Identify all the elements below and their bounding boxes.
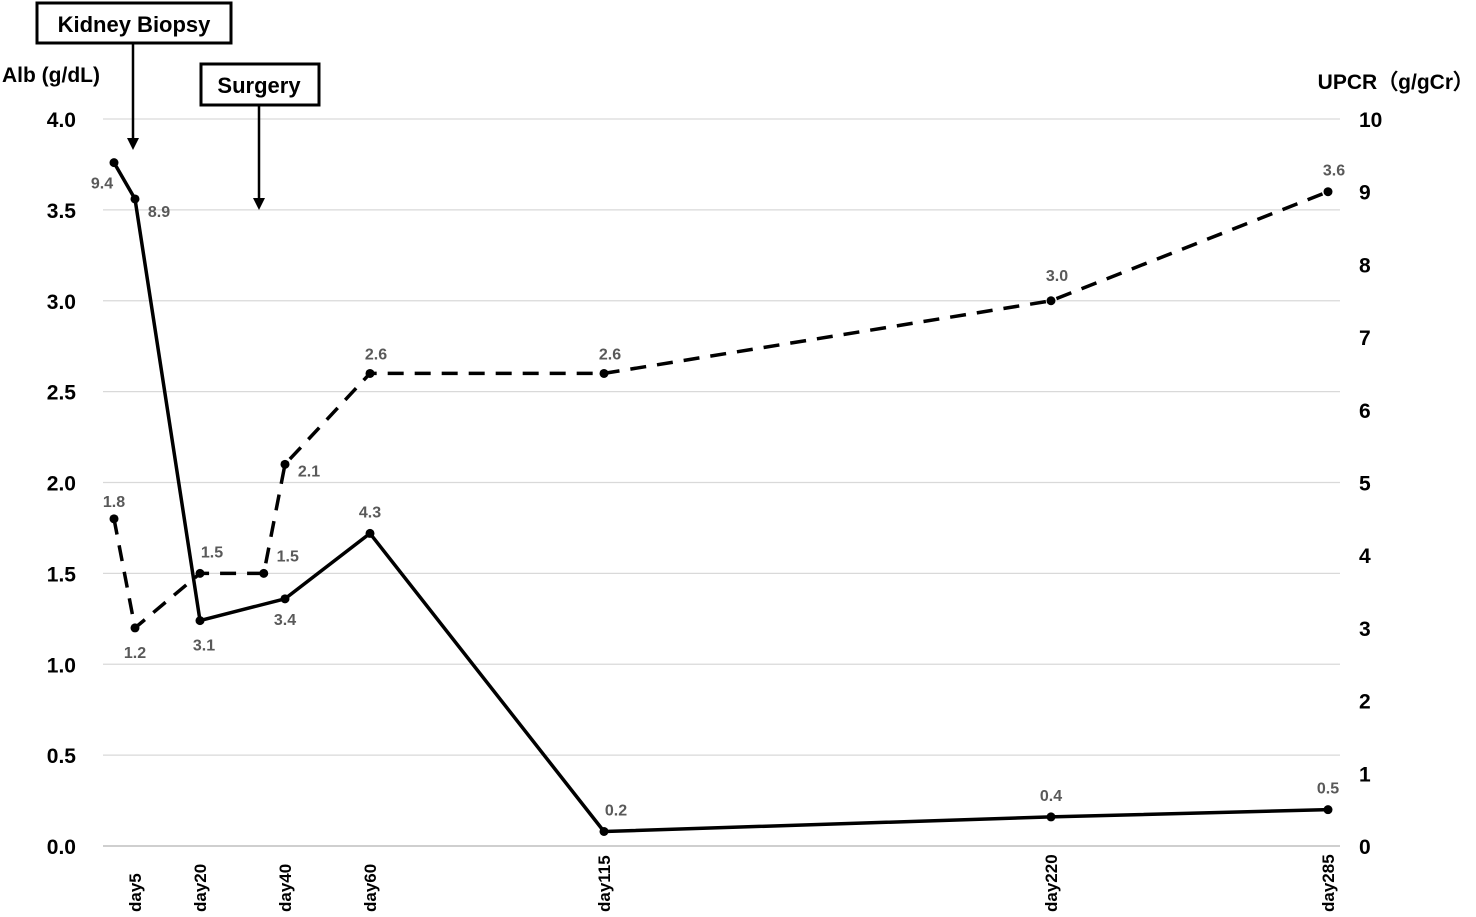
annotation-box <box>35 1 233 45</box>
data-point <box>365 368 375 378</box>
data-point <box>130 194 140 204</box>
data-label: 3.1 <box>193 638 215 655</box>
data-label: 2.6 <box>365 346 387 363</box>
data-point <box>195 616 205 626</box>
data-point <box>1323 187 1333 197</box>
y-left-tick-label: 0.5 <box>47 745 77 768</box>
data-labels: 1.8 1.2 1.5 1.5 2.1 2.6 2.6 3.0 3.6 9.4 8.9 3.1 3.4 4… <box>91 163 1345 820</box>
x-tick-label: day60 <box>361 864 380 912</box>
y-right-tick-label: 5 <box>1359 473 1371 496</box>
data-label: 0.4 <box>1040 788 1062 805</box>
x-tick-label: day115 <box>595 855 614 912</box>
data-label: 1.8 <box>103 494 125 511</box>
data-label: 9.4 <box>91 176 113 193</box>
data-label: 3.6 <box>1323 163 1345 180</box>
y-left-tick-label: 2.0 <box>47 473 76 496</box>
y-right-tick-label: 10 <box>1359 109 1382 132</box>
series-line-dashed <box>112 190 1329 630</box>
annotation-arrowhead <box>253 198 265 210</box>
y-right-tick-label: 3 <box>1359 618 1371 641</box>
data-label: 4.3 <box>359 504 381 521</box>
data-label: 0.5 <box>1317 781 1339 798</box>
data-label: 3.0 <box>1046 268 1068 285</box>
data-point <box>109 158 119 168</box>
annotation-text: Kidney Biopsy <box>58 12 212 37</box>
y-right-tick-label: 1 <box>1359 763 1371 786</box>
data-point <box>599 368 609 378</box>
gridlines <box>103 118 1340 756</box>
x-tick-label: day5 <box>126 873 145 912</box>
y-right-tick-label: 0 <box>1359 836 1371 859</box>
series-line-solid <box>112 161 1329 834</box>
y-right-tick-label: 7 <box>1359 327 1371 350</box>
y-right-tick-labels: 0 1 2 3 4 5 6 7 8 9 10 <box>1359 109 1382 859</box>
data-point <box>130 623 140 633</box>
x-tick-label: day220 <box>1042 854 1061 912</box>
data-label: 1.5 <box>277 548 299 565</box>
y-right-tick-label: 4 <box>1359 545 1371 568</box>
data-point <box>280 459 290 469</box>
x-tick-label: day20 <box>191 864 210 912</box>
data-point <box>1046 812 1056 822</box>
data-point <box>109 514 119 524</box>
y-right-tick-label: 9 <box>1359 182 1371 205</box>
data-point <box>599 826 609 836</box>
y-left-tick-label: 4.0 <box>47 109 76 132</box>
data-label: 2.1 <box>298 463 320 480</box>
y-left-tick-label: 2.5 <box>47 382 77 405</box>
data-point <box>195 568 205 578</box>
data-label: 1.5 <box>201 544 223 561</box>
y-left-axis-title: Alb (g/dL) <box>2 64 100 87</box>
data-label: 2.6 <box>599 346 621 363</box>
y-right-tick-label: 2 <box>1359 691 1371 714</box>
y-left-tick-label: 1.5 <box>47 563 77 586</box>
y-left-tick-label: 3.5 <box>47 200 77 223</box>
data-label: 3.4 <box>274 612 296 629</box>
data-point <box>1046 296 1056 306</box>
annotations: Kidney Biopsy Surgery <box>35 1 321 210</box>
y-left-tick-label: 3.0 <box>47 291 76 314</box>
y-right-tick-label: 6 <box>1359 400 1371 423</box>
annotation-arrowhead <box>127 138 139 150</box>
data-label: 8.9 <box>148 204 170 221</box>
y-right-tick-label: 8 <box>1359 254 1371 277</box>
x-tick-labels: day5 day20 day40 day60 day115 day220 day285 <box>126 854 1338 912</box>
annotation-text: Surgery <box>217 73 301 98</box>
series-lines <box>109 158 1333 836</box>
data-point <box>259 568 269 578</box>
data-label: 1.2 <box>124 645 146 662</box>
data-point <box>280 594 290 604</box>
y-right-axis-title: UPCR（g/gCr） <box>1318 70 1474 94</box>
y-left-tick-label: 0.0 <box>47 836 76 859</box>
x-tick-label: day40 <box>276 864 295 912</box>
data-point <box>365 528 375 538</box>
y-left-tick-labels: 0.0 0.5 1.0 1.5 2.0 2.5 3.0 3.5 4.0 <box>47 109 77 859</box>
data-point <box>1323 805 1333 815</box>
data-label: 0.2 <box>605 802 627 819</box>
y-left-tick-label: 1.0 <box>47 654 76 677</box>
x-tick-label: day285 <box>1319 854 1338 912</box>
